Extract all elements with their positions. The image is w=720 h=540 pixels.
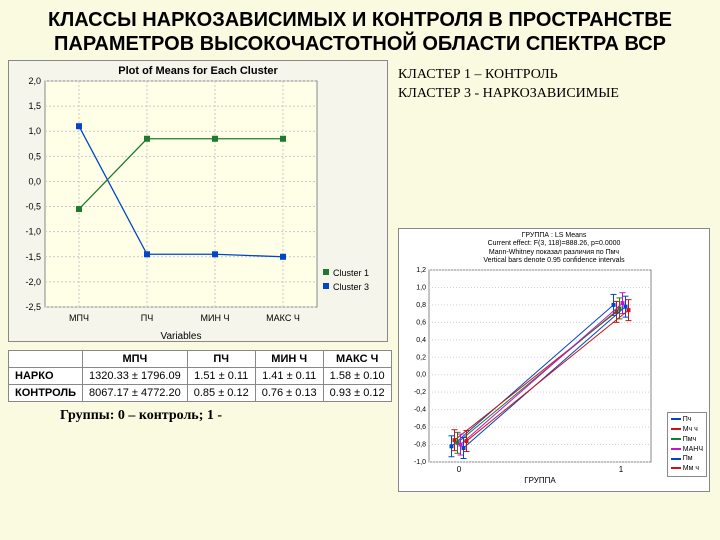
- svg-text:0,8: 0,8: [416, 301, 426, 308]
- table-header-row: МПЧ ПЧ МИН Ч МАКС Ч: [9, 351, 392, 368]
- svg-text:-2,5: -2,5: [25, 302, 41, 312]
- cell: 1320.33 ± 1796.09: [83, 368, 188, 385]
- svg-text:1,0: 1,0: [416, 284, 426, 291]
- svg-text:ГРУППА: ГРУППА: [524, 476, 556, 484]
- chart2-legend: ПчМч чПмчМАНЧПмМм ч: [667, 412, 707, 477]
- cluster-means-chart: Plot of Means for Each Cluster -2,5 -2,0 -…: [8, 60, 388, 342]
- ls-means-chart: ГРУППА : LS Means Current effect: F(3, 1…: [398, 228, 710, 492]
- table-row: КОНТРОЛЬ 8067.17 ± 4772.20 0.85 ± 0.12 0…: [9, 385, 392, 402]
- svg-text:0: 0: [457, 465, 462, 474]
- chart2-header-line: Mann-Whitney показал различия по Пмч: [399, 249, 709, 257]
- svg-text:0,2: 0,2: [416, 354, 426, 361]
- chart2-header-line: Current effect: F(3, 118)=888.26, p=0.00…: [399, 240, 709, 248]
- annotation-line-2: КЛАСТЕР 3 - НАРКОЗАВИСИМЫЕ: [398, 85, 619, 104]
- cell: 1.41 ± 0.11: [255, 368, 323, 385]
- col-mpch: МПЧ: [83, 351, 188, 368]
- svg-text:-1,0: -1,0: [414, 459, 426, 466]
- svg-text:1,0: 1,0: [28, 126, 41, 136]
- col-maksch: МАКС Ч: [323, 351, 391, 368]
- col-minch: МИН Ч: [255, 351, 323, 368]
- cell: 0.85 ± 0.12: [187, 385, 255, 402]
- svg-text:МПЧ: МПЧ: [69, 313, 89, 323]
- svg-text:-0,4: -0,4: [414, 406, 426, 413]
- cell: 0.93 ± 0.12: [323, 385, 391, 402]
- col-empty: [9, 351, 83, 368]
- svg-text:Variables: Variables: [161, 331, 202, 341]
- svg-text:0,0: 0,0: [28, 176, 41, 186]
- chart1-title: Plot of Means for Each Cluster: [9, 61, 387, 77]
- chart2-header-line: Vertical bars denote 0.95 confidence int…: [399, 257, 709, 265]
- svg-text:2,0: 2,0: [28, 77, 41, 86]
- svg-text:-1,0: -1,0: [25, 227, 41, 237]
- cluster-annotation: КЛАСТЕР 1 – КОНТРОЛЬ КЛАСТЕР 3 - НАРКОЗА…: [398, 66, 619, 104]
- svg-text:Cluster 1: Cluster 1: [333, 268, 369, 278]
- table-row: НАРКО 1320.33 ± 1796.09 1.51 ± 0.11 1.41…: [9, 368, 392, 385]
- svg-text:0,4: 0,4: [416, 336, 426, 343]
- cell: 0.76 ± 0.13: [255, 385, 323, 402]
- svg-text:-0,2: -0,2: [414, 389, 426, 396]
- col-pch: ПЧ: [187, 351, 255, 368]
- cell: 1.58 ± 0.10: [323, 368, 391, 385]
- svg-text:-1,5: -1,5: [25, 252, 41, 262]
- svg-text:-0,5: -0,5: [25, 202, 41, 212]
- svg-text:-2,0: -2,0: [25, 277, 41, 287]
- svg-text:0,6: 0,6: [416, 319, 426, 326]
- cell: 1.51 ± 0.11: [187, 368, 255, 385]
- groups-caption: Группы: 0 – контроль; 1 -: [60, 408, 222, 424]
- svg-text:ПЧ: ПЧ: [141, 313, 153, 323]
- row-label: НАРКО: [9, 368, 83, 385]
- svg-text:0,5: 0,5: [28, 151, 41, 161]
- svg-text:0,0: 0,0: [416, 371, 426, 378]
- svg-text:-0,6: -0,6: [414, 424, 426, 431]
- row-label: КОНТРОЛЬ: [9, 385, 83, 402]
- page-title: КЛАССЫ НАРКОЗАВИСИМЫХ И КОНТРОЛЯ В ПРОСТ…: [0, 0, 720, 60]
- svg-text:1,5: 1,5: [28, 101, 41, 111]
- svg-text:МИН Ч: МИН Ч: [201, 313, 230, 323]
- chart2-header-line: ГРУППА : LS Means: [399, 232, 709, 240]
- svg-text:МАКС Ч: МАКС Ч: [266, 313, 300, 323]
- svg-text:1,2: 1,2: [416, 267, 426, 274]
- annotation-line-1: КЛАСТЕР 1 – КОНТРОЛЬ: [398, 66, 619, 85]
- svg-text:Cluster 3: Cluster 3: [333, 282, 369, 292]
- stats-table: МПЧ ПЧ МИН Ч МАКС Ч НАРКО 1320.33 ± 1796…: [8, 350, 392, 402]
- cell: 8067.17 ± 4772.20: [83, 385, 188, 402]
- chart2-header: ГРУППА : LS Means Current effect: F(3, 1…: [399, 229, 709, 266]
- svg-text:-0,8: -0,8: [414, 441, 426, 448]
- svg-text:1: 1: [619, 465, 624, 474]
